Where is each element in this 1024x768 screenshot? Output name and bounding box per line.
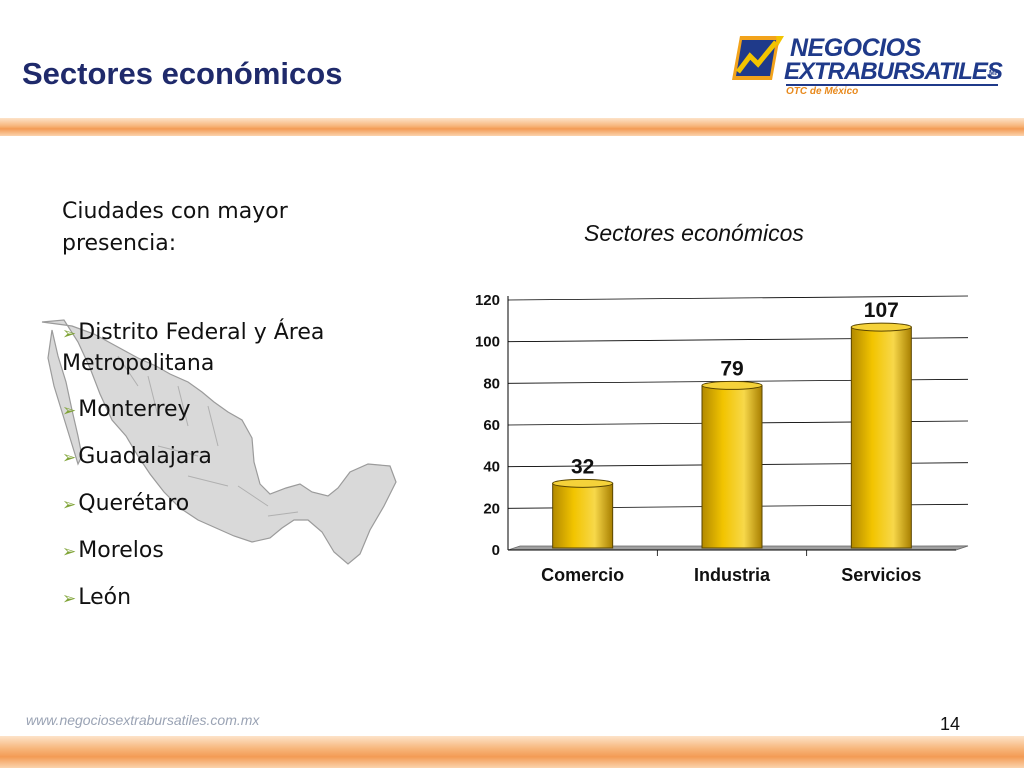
list-item: ➢León (62, 585, 132, 610)
page-number: 14 (940, 714, 961, 734)
bottom-decorative-band (0, 736, 1024, 768)
y-tick-label: 20 (483, 500, 500, 517)
arrow-bullet-icon: ➢ (62, 401, 77, 421)
arrow-bullet-icon: ➢ (62, 448, 77, 468)
chart-arrow-logo-icon (732, 36, 784, 80)
company-logo: NEGOCIOS EXTRABURSATILES MR OTC de Méxic… (732, 30, 1003, 100)
logo-trademark: MR (989, 70, 1000, 77)
y-tick-label: 40 (483, 459, 500, 476)
bar (552, 482, 614, 549)
cities-intro: Ciudades con mayor presencia: (62, 199, 288, 256)
logo-line2: EXTRABURSATILES (784, 58, 1003, 85)
bar-chart: 0 20 40 60 80 100 120 32 Comercio 79 Industria 107 S… (475, 292, 969, 585)
list-item: ➢Distrito Federal y Área Metropolitana (62, 320, 325, 376)
bar (850, 326, 912, 549)
x-tick-label: Servicios (841, 565, 921, 585)
y-tick-label: 0 (492, 542, 500, 559)
bar-top (850, 322, 912, 332)
y-tick-label: 60 (483, 417, 500, 434)
arrow-bullet-icon: ➢ (62, 324, 77, 344)
data-label: 32 (571, 455, 594, 478)
arrow-bullet-icon: ➢ (62, 589, 77, 609)
list-item: ➢Guadalajara (62, 444, 212, 469)
y-tick-label: 120 (475, 292, 500, 309)
logo-subtitle: OTC de México (786, 86, 859, 97)
y-tick-label: 80 (483, 375, 500, 392)
slide-title: Sectores económicos (22, 56, 343, 91)
top-decorative-band (0, 118, 1024, 136)
bar-top (701, 380, 763, 390)
list-item: ➢Morelos (62, 538, 164, 563)
list-item: ➢Monterrey (62, 397, 191, 422)
cities-list: ➢Distrito Federal y Área Metropolitana ➢… (62, 318, 402, 614)
gridline (507, 295, 969, 301)
mexico-map-icon (41, 319, 397, 565)
logo-line1: NEGOCIOS (790, 34, 921, 62)
logo-rule (786, 84, 998, 86)
data-label: 79 (720, 357, 743, 380)
y-tick-label: 100 (475, 334, 500, 351)
cities-text-block: Ciudades con mayor presencia: ➢Distrito … (62, 196, 402, 630)
arrow-bullet-icon: ➢ (62, 542, 77, 562)
bar (701, 384, 763, 549)
data-label: 107 (864, 299, 899, 322)
x-tick-label: Comercio (541, 565, 624, 585)
footer-url: www.negociosextrabursatiles.com.mx (26, 712, 260, 728)
bar-top (552, 478, 614, 488)
x-tick-label: Industria (694, 565, 771, 585)
list-item: ➢Querétaro (62, 491, 190, 516)
arrow-bullet-icon: ➢ (62, 495, 77, 515)
chart-title: Sectores económicos (584, 220, 804, 246)
